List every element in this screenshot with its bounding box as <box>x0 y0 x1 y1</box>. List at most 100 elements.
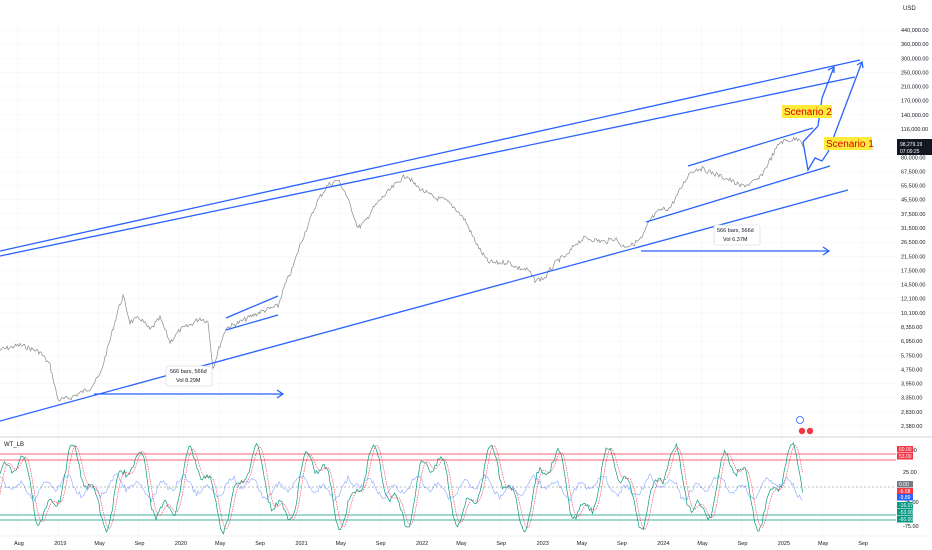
indicator-value-tag-bg <box>897 509 913 516</box>
price-tick-label: 21,500.00 <box>901 254 925 260</box>
time-tick-label: Sep <box>135 541 145 547</box>
price-tick-label: 14,500.00 <box>901 283 925 289</box>
trendlines <box>0 59 864 422</box>
us-flag-icon[interactable] <box>806 427 814 435</box>
indicator-title[interactable]: WT_LB <box>4 442 24 448</box>
time-tick-label: Sep <box>858 541 868 547</box>
scenario-2-text: Scenario 2 <box>784 107 832 118</box>
price-tick-label: 140,000.00 <box>901 113 929 119</box>
time-tick-label: 2020 <box>175 541 187 547</box>
price-tick-label: 8,350.00 <box>901 325 922 331</box>
scenario-1-text: Scenario 1 <box>826 139 874 150</box>
price-tick-label: 300,000.00 <box>901 56 929 62</box>
indicator-value-tag: 53.00 <box>897 453 913 460</box>
price-tick-label: 250,000.00 <box>901 70 929 76</box>
countdown-timer: 07:09:25 <box>900 149 920 155</box>
indicator-value-tag-text: 53.00 <box>899 454 912 460</box>
indicator-value-tag-text: -9.89 <box>899 495 911 501</box>
price-tick-label: 3,350.00 <box>901 396 922 402</box>
small-channel-2020-top <box>225 295 279 319</box>
price-tick-label: 3,950.00 <box>901 382 922 388</box>
price-tick-label: 17,500.00 <box>901 268 925 274</box>
indicator-value-tag-bg <box>897 446 913 453</box>
price-tick-label: 360,000.00 <box>901 42 929 48</box>
time-tick-label: Sep <box>738 541 748 547</box>
indicator-value-tag-text: -60.00 <box>899 517 913 523</box>
indicator-value-tag-text: -16.07 <box>899 503 913 509</box>
channel-upper-line <box>0 59 861 252</box>
channel-lower-line <box>0 189 849 422</box>
price-tick-label: 45,500.00 <box>901 198 925 204</box>
us-flag-icon[interactable] <box>798 427 806 435</box>
price-tick-label: 5,750.00 <box>901 353 922 359</box>
price-tick-label: 55,500.00 <box>901 184 925 190</box>
scenario-2-arrowhead <box>827 65 835 73</box>
indicator-value-tag: -9.89 <box>897 494 913 501</box>
price-tick-label: 10,100.00 <box>901 311 925 317</box>
projection-arrowhead-2019 <box>276 389 285 399</box>
range-box-2-bg <box>713 224 761 246</box>
price-tick-label: 4,750.00 <box>901 367 922 373</box>
price-series-line <box>0 136 804 402</box>
price-tick-label: 31,500.00 <box>901 226 925 232</box>
indicator-value-tag-text: 60.00 <box>899 447 912 453</box>
small-channel-2020-bottom <box>225 314 279 331</box>
indicator-value-tag-bg <box>897 481 913 488</box>
time-axis[interactable]: Aug 2019 May Sep 2020 May Sep 2021 May Sep 2022 May… <box>14 541 868 547</box>
indicator-value-tag-text: 0.00 <box>899 482 909 488</box>
price-tick-label: 80,000.00 <box>901 155 925 161</box>
time-tick-label: 2022 <box>416 541 428 547</box>
price-tick-label: 2,380.00 <box>901 424 922 430</box>
projection-arrowhead-2023 <box>822 246 831 256</box>
price-tick-label: 67,500.00 <box>901 169 925 175</box>
time-tick-label: May <box>336 541 347 547</box>
time-tick-label: Sep <box>255 541 265 547</box>
indicator-value-tag: 60.00 <box>897 446 913 453</box>
current-price-bg <box>897 139 932 155</box>
price-tick-label: 116,000.00 <box>901 127 928 133</box>
price-tick-label: 2,830.00 <box>901 410 922 416</box>
scenario-2-label: Scenario 2 <box>782 105 832 118</box>
time-tick-label: 2024 <box>657 541 669 547</box>
price-tick-label: 6,950.00 <box>901 339 922 345</box>
indicator-value-tag-bg <box>897 494 913 501</box>
time-tick-label: May <box>697 541 708 547</box>
event-flag-icon[interactable] <box>796 416 804 424</box>
scenario-1-arrowhead <box>856 60 864 69</box>
time-tick-label: May <box>94 541 105 547</box>
price-axis[interactable]: USD 440,000.00 360,000.00 300,000.00 250,00… <box>901 6 929 430</box>
indicator-scale-label: -75.00 <box>903 524 919 530</box>
time-tick-label: Sep <box>376 541 386 547</box>
price-pane[interactable]: Scenario 2 Scenario 1 566 bars, 566d Vol… <box>0 20 896 536</box>
time-tick-label: 2023 <box>537 541 549 547</box>
time-tick-label: 2021 <box>295 541 307 547</box>
channel-2024-bottom <box>645 165 831 223</box>
price-tick-label: 210,000.00 <box>901 85 929 91</box>
price-tick-label: 12,100.00 <box>901 297 925 303</box>
range-box-2-line2: Vol 6.37M <box>723 237 748 243</box>
range-box-2: 566 bars, 566d Vol 6.37M <box>713 224 761 246</box>
indicator-value-tag-bg <box>897 488 913 495</box>
indicator-axis[interactable]: 75.0025.00-25.00-75.0060.0053.000.00-6.6… <box>897 446 919 530</box>
event-icons[interactable] <box>796 416 814 435</box>
price-tick-label: 37,500.00 <box>901 212 925 218</box>
scenario-2-label-bg <box>782 105 832 118</box>
indicator-value-tag-text: -53.00 <box>899 510 913 516</box>
time-tick-label: 2019 <box>54 541 66 547</box>
indicator-value-tag-text: -6.68 <box>899 489 911 495</box>
time-tick-label: Sep <box>496 541 506 547</box>
wt-histogram <box>0 473 803 503</box>
currency-label: USD <box>903 6 916 12</box>
indicator-pane[interactable]: WT_LB <box>0 442 896 535</box>
time-tick-label: 2025 <box>778 541 790 547</box>
time-tick-label: Aug <box>14 541 24 547</box>
scenario-1-label-bg <box>824 137 872 150</box>
indicator-value-tag: -6.68 <box>897 488 913 495</box>
range-box-1-line2: Vol 8.29M <box>176 378 201 384</box>
current-price-value: 98,279.19 <box>900 142 922 148</box>
time-tick-label: Sep <box>617 541 627 547</box>
channel-2024-top <box>687 127 814 167</box>
wt1-line <box>0 442 803 535</box>
current-price-badge: 98,279.19 07:09:25 <box>897 139 932 155</box>
